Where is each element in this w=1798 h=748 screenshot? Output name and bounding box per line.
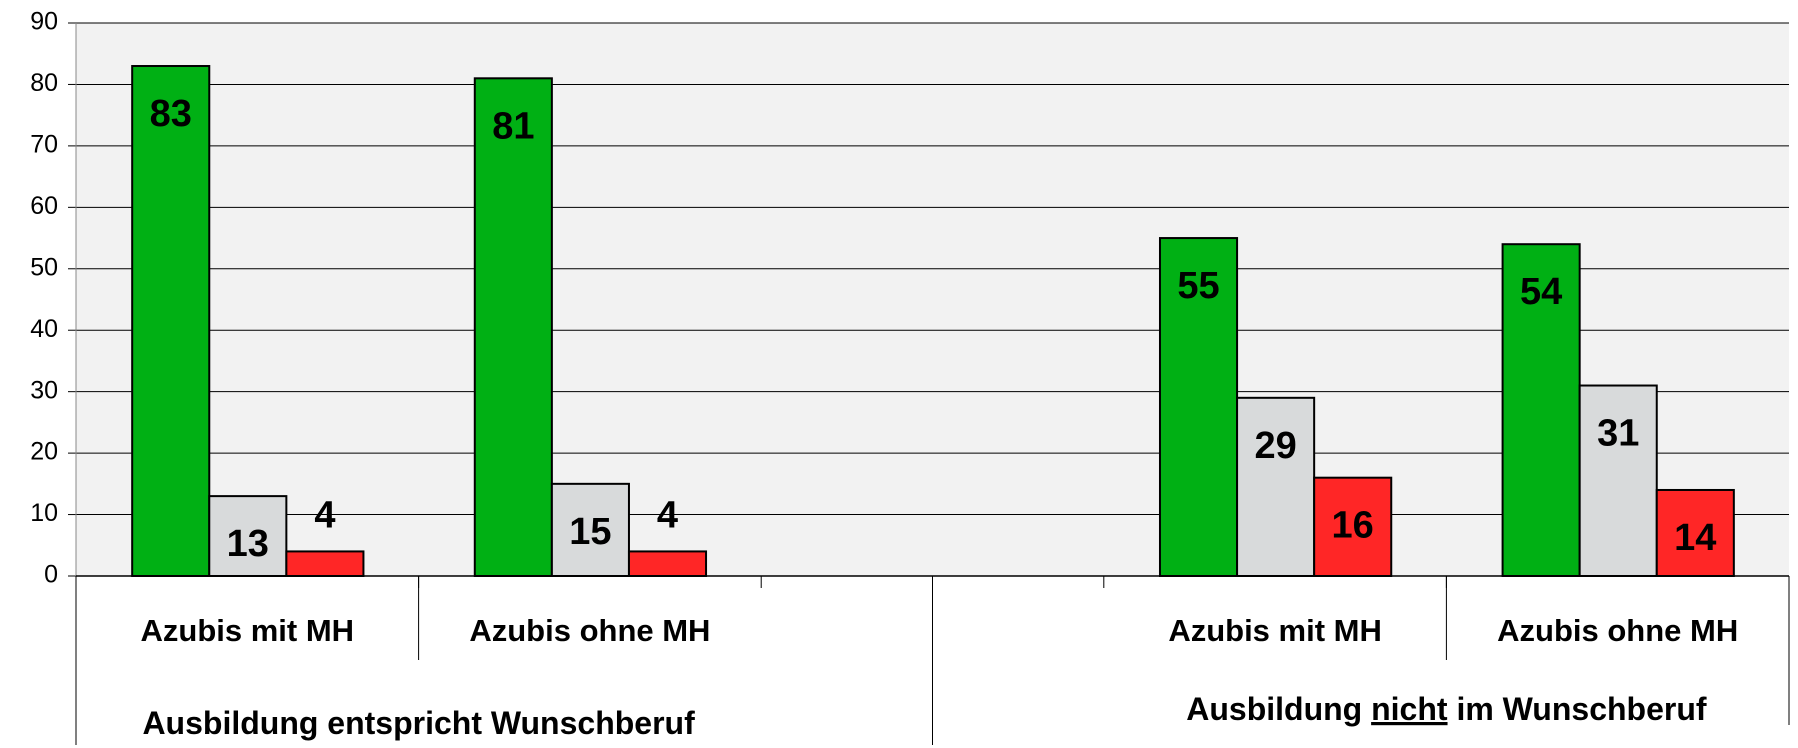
value-label: 14 [1674, 517, 1716, 559]
bar [1501, 243, 1581, 577]
y-tick-label: 90 [30, 8, 58, 36]
group-label-part: Ausbildung [1186, 691, 1362, 727]
group-label-part: im Wunschberuf [1456, 691, 1706, 727]
bar [131, 65, 211, 577]
y-tick-label: 10 [30, 499, 58, 527]
x-tick-label: Azubis mit MH [1168, 613, 1382, 648]
value-label: 29 [1254, 425, 1296, 467]
value-label: 81 [492, 105, 534, 147]
value-label: 31 [1597, 413, 1639, 455]
group-label-part: nicht [1371, 691, 1448, 727]
x-tick-label: Azubis mit MH [141, 613, 355, 648]
bar [627, 550, 708, 578]
value-label: 16 [1332, 505, 1374, 547]
y-tick-label: 40 [30, 315, 58, 343]
y-tick-label: 20 [30, 438, 58, 466]
group-label-part: Ausbildung entspricht Wunschberuf [142, 705, 695, 741]
y-tick-label: 70 [30, 130, 58, 158]
bar [473, 77, 553, 578]
value-label: 4 [657, 494, 678, 536]
x-tick-label: Azubis ohne MH [1497, 613, 1738, 648]
bar [1313, 476, 1393, 578]
y-tick-label: 50 [30, 253, 58, 281]
value-label: 15 [569, 511, 611, 553]
x-tick-label: Azubis ohne MH [469, 613, 710, 648]
bar [1236, 396, 1316, 577]
group-label: Ausbildung nicht im Wunschberuf [1186, 691, 1707, 727]
value-label: 54 [1520, 271, 1562, 313]
bar [1158, 237, 1239, 578]
y-tick-label: 60 [30, 192, 58, 220]
bar [550, 482, 630, 578]
bar [1655, 488, 1735, 578]
value-label: 55 [1177, 265, 1219, 307]
bar [1578, 384, 1658, 577]
bar [208, 495, 288, 577]
value-label: 83 [150, 93, 192, 135]
value-label: 13 [227, 523, 269, 565]
group-label: Ausbildung entspricht Wunschberuf [142, 705, 695, 741]
y-tick-label: 30 [30, 376, 58, 404]
bar [285, 550, 365, 578]
y-tick-label: 80 [30, 69, 58, 97]
y-tick-label: 0 [44, 561, 58, 589]
value-label: 4 [314, 494, 335, 536]
